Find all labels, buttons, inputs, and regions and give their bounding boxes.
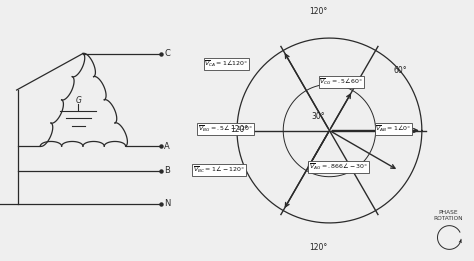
Text: PHASE
ROTATION: PHASE ROTATION (433, 210, 463, 221)
Text: G: G (75, 96, 81, 105)
Text: 120°: 120° (310, 243, 328, 252)
Text: $\overline{V}_{AB} = 1\angle0°$: $\overline{V}_{AB} = 1\angle0°$ (375, 124, 411, 134)
Text: B: B (164, 167, 170, 175)
Text: $\overline{V}_{CA} = 1\angle120°$: $\overline{V}_{CA} = 1\angle120°$ (204, 59, 249, 69)
Text: N: N (164, 199, 171, 208)
Text: $\overline{V}_{BG} = .5\angle -120°$: $\overline{V}_{BG} = .5\angle -120°$ (198, 124, 254, 134)
Text: C: C (164, 49, 170, 58)
Text: 120°: 120° (310, 7, 328, 16)
Text: $\overline{V}_{AG} = .866\angle -30°$: $\overline{V}_{AG} = .866\angle -30°$ (309, 162, 369, 172)
Text: 30°: 30° (312, 112, 325, 121)
Text: $\overline{V}_{CG} = .5\angle60°$: $\overline{V}_{CG} = .5\angle60°$ (319, 77, 363, 87)
Text: 120°: 120° (230, 125, 248, 134)
Text: $\overline{V}_{BC} = 1\angle -120°$: $\overline{V}_{BC} = 1\angle -120°$ (193, 164, 245, 175)
Text: 60°: 60° (394, 66, 407, 75)
Text: A: A (164, 142, 170, 151)
